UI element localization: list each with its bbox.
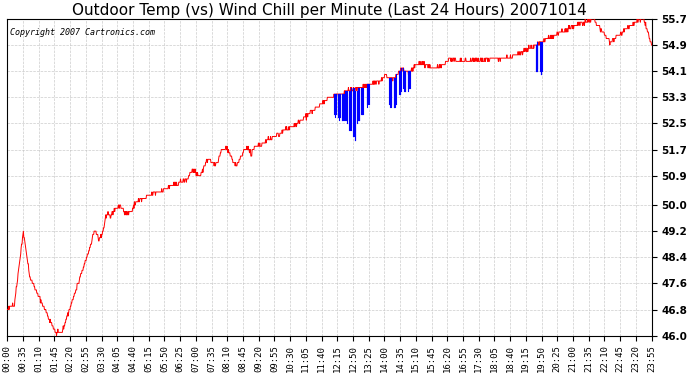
Text: Copyright 2007 Cartronics.com: Copyright 2007 Cartronics.com — [10, 28, 155, 38]
Title: Outdoor Temp (vs) Wind Chill per Minute (Last 24 Hours) 20071014: Outdoor Temp (vs) Wind Chill per Minute … — [72, 3, 586, 18]
